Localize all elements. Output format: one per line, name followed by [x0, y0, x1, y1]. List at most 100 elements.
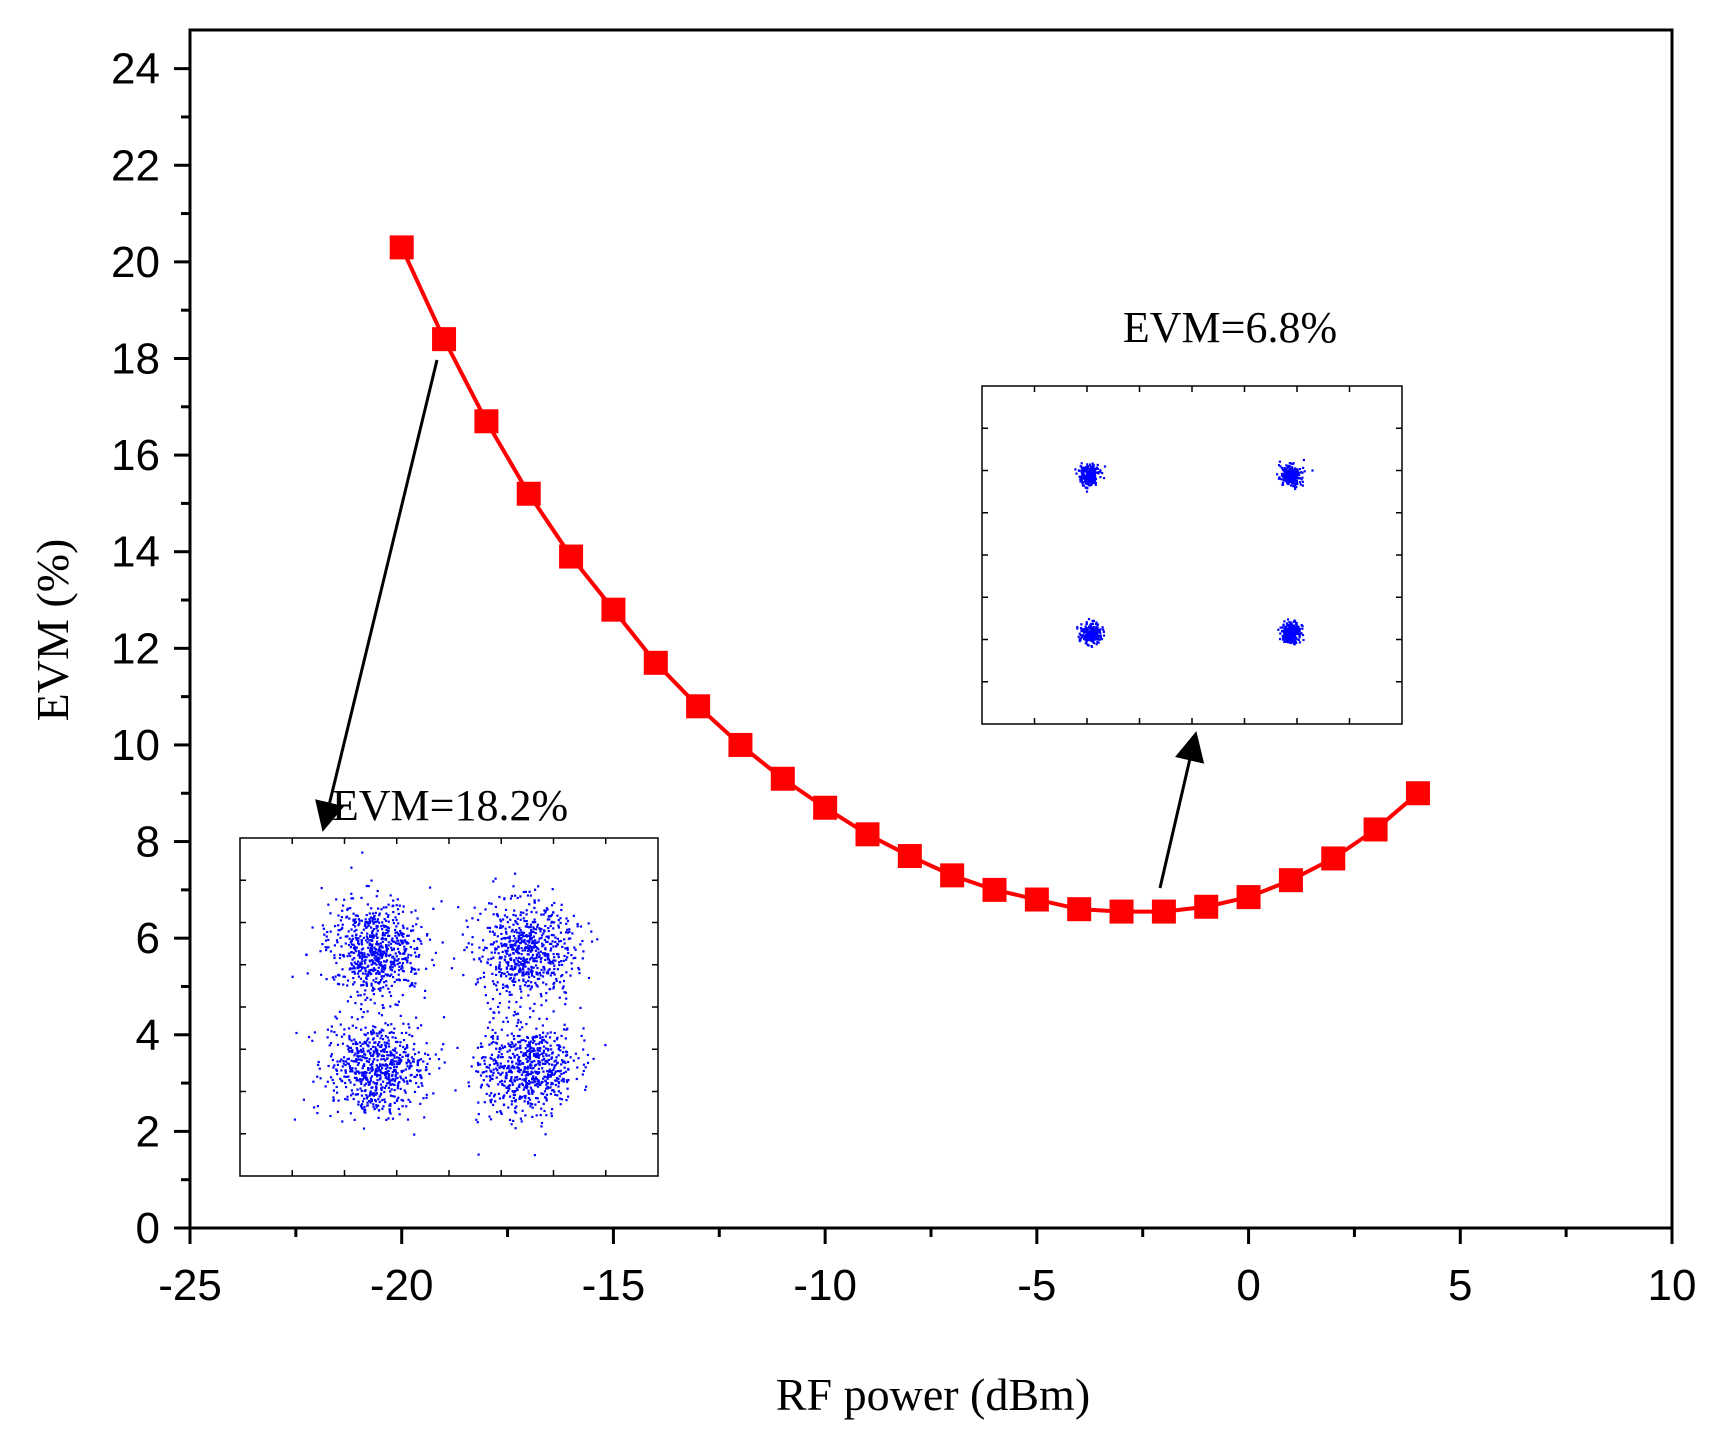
constellation-dot	[565, 1079, 568, 1082]
constellation-dot	[394, 1073, 397, 1076]
data-point	[1024, 887, 1049, 912]
constellation-dot	[531, 946, 534, 949]
constellation-dot	[535, 1076, 538, 1079]
constellation-dot	[403, 978, 406, 981]
constellation-dot	[368, 921, 371, 924]
constellation-dot	[558, 1044, 561, 1047]
constellation-dot	[416, 1069, 419, 1072]
constellation-dot	[1080, 475, 1083, 478]
constellation-dot	[344, 1063, 347, 1067]
constellation-dot	[1284, 471, 1287, 474]
constellation-dot	[565, 958, 568, 961]
constellation-dot	[581, 939, 584, 943]
constellation-dot	[537, 940, 540, 943]
constellation-dot	[378, 914, 381, 917]
constellation-dot	[370, 1054, 373, 1057]
constellation-dot	[560, 963, 564, 966]
constellation-dot	[391, 1117, 395, 1120]
constellation-dot	[420, 1075, 423, 1078]
constellation-dot	[1286, 466, 1289, 469]
constellation-dot	[384, 1067, 388, 1070]
constellation-dot	[1092, 477, 1095, 480]
constellation-dot	[393, 962, 396, 965]
constellation-dot	[490, 902, 493, 905]
constellation-dot	[1080, 479, 1083, 482]
constellation-dot	[386, 1057, 389, 1060]
constellation-dot	[354, 1040, 357, 1044]
constellation-dot	[503, 914, 506, 917]
constellation-dot	[332, 1066, 335, 1069]
constellation-dot	[515, 921, 518, 924]
constellation-dot	[359, 1080, 362, 1083]
constellation-dot	[380, 1028, 383, 1031]
constellation-dot	[550, 933, 553, 937]
constellation-dot	[545, 991, 548, 995]
constellation-dot	[519, 929, 522, 932]
constellation-dot	[560, 1063, 563, 1066]
constellation-dot	[1290, 484, 1293, 487]
constellation-dot	[367, 946, 370, 949]
constellation-dot	[514, 1076, 517, 1079]
constellation-dot	[510, 973, 513, 976]
constellation-dot	[372, 936, 375, 939]
constellation-dot	[379, 979, 383, 982]
constellation-dot	[1288, 639, 1292, 642]
constellation-dot	[370, 963, 373, 966]
constellation-dot	[394, 928, 397, 931]
constellation-dot	[556, 1036, 559, 1039]
constellation-dot	[542, 1049, 545, 1052]
constellation-dot	[393, 1080, 396, 1083]
constellation-dot	[515, 1024, 518, 1028]
constellation-dot	[363, 959, 366, 963]
constellation-dot	[537, 1082, 540, 1085]
annotation-arrows	[315, 359, 1205, 889]
constellation-dot	[524, 1114, 527, 1117]
constellation-dot	[379, 1083, 383, 1086]
constellation-dot	[516, 1066, 520, 1069]
constellation-dot	[357, 950, 360, 953]
constellation-dot	[1293, 485, 1297, 488]
constellation-dot	[1085, 622, 1088, 626]
constellation-dot	[390, 969, 394, 972]
constellation-dot	[550, 1057, 553, 1060]
y-tick-label: 14	[111, 528, 160, 577]
constellation-dot	[582, 1069, 585, 1073]
constellation-dot	[1092, 478, 1095, 481]
constellation-dot	[509, 1078, 513, 1081]
constellation-dot	[406, 927, 409, 930]
constellation-dot	[416, 1060, 419, 1063]
constellation-dot	[327, 946, 330, 949]
constellation-dot	[353, 1118, 356, 1121]
constellation-dot	[542, 932, 545, 935]
constellation-dot	[522, 956, 525, 959]
constellation-dot	[499, 992, 502, 995]
constellation-dot	[376, 1049, 379, 1052]
constellation-dot	[367, 1060, 370, 1063]
constellation-dot	[378, 1095, 381, 1098]
constellation-dot	[350, 967, 354, 970]
constellation-dot	[507, 961, 510, 964]
constellation-dot	[541, 942, 544, 945]
constellation-dot	[306, 972, 309, 975]
constellation-dot	[584, 1066, 587, 1069]
constellation-dot	[406, 959, 409, 962]
constellation-dot	[503, 958, 506, 961]
constellation-dot	[1294, 467, 1297, 470]
constellation-dot	[524, 1097, 527, 1100]
constellation-dot	[383, 1072, 386, 1075]
constellation-dot	[332, 1099, 335, 1102]
constellation-dot	[566, 946, 569, 949]
constellation-dot	[348, 937, 351, 940]
constellation-dot	[525, 1058, 528, 1061]
constellation-dot	[529, 923, 533, 926]
constellation-dot	[479, 1045, 482, 1048]
constellation-dot	[537, 1055, 540, 1059]
constellation-dot	[1286, 631, 1289, 634]
y-tick-label: 24	[111, 45, 160, 94]
constellation-dot	[522, 890, 525, 894]
constellation-dot	[1092, 468, 1095, 471]
constellation-dot	[393, 1065, 396, 1068]
constellation-dot	[366, 1078, 369, 1081]
constellation-dot	[471, 936, 474, 939]
